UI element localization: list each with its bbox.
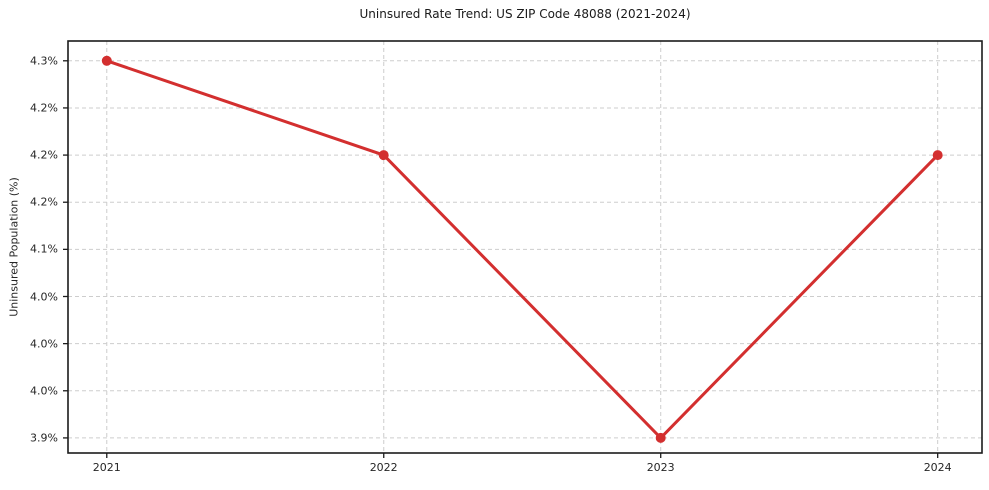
trend-line [105,59,940,440]
data-point-2023 [655,432,666,443]
y-tick-label: 3.9% [30,431,58,445]
chart-title: Uninsured Rate Trend: US ZIP Code 48088 … [359,7,691,21]
x-tick-label: 2024 [923,461,952,474]
y-tick-label: 4.2% [30,195,58,209]
data-point-2024 [932,150,943,161]
y-tick-label: 4.0% [30,337,58,351]
y-tick-label: 4.1% [30,242,58,256]
y-tick-label: 4.0% [30,384,58,398]
y-tick-label: 4.2% [30,148,58,162]
y-tick-label: 4.2% [30,101,58,115]
data-point-2022 [378,150,389,161]
plot-border [67,40,983,454]
x-tick-label: 2021 [92,461,121,474]
data-point-2021 [101,55,112,66]
y-tick-label: 4.0% [30,290,58,303]
x-tick-label: 2023 [646,461,675,474]
x-tick-label: 2022 [369,461,398,474]
y-tick-label: 4.3% [30,54,58,68]
